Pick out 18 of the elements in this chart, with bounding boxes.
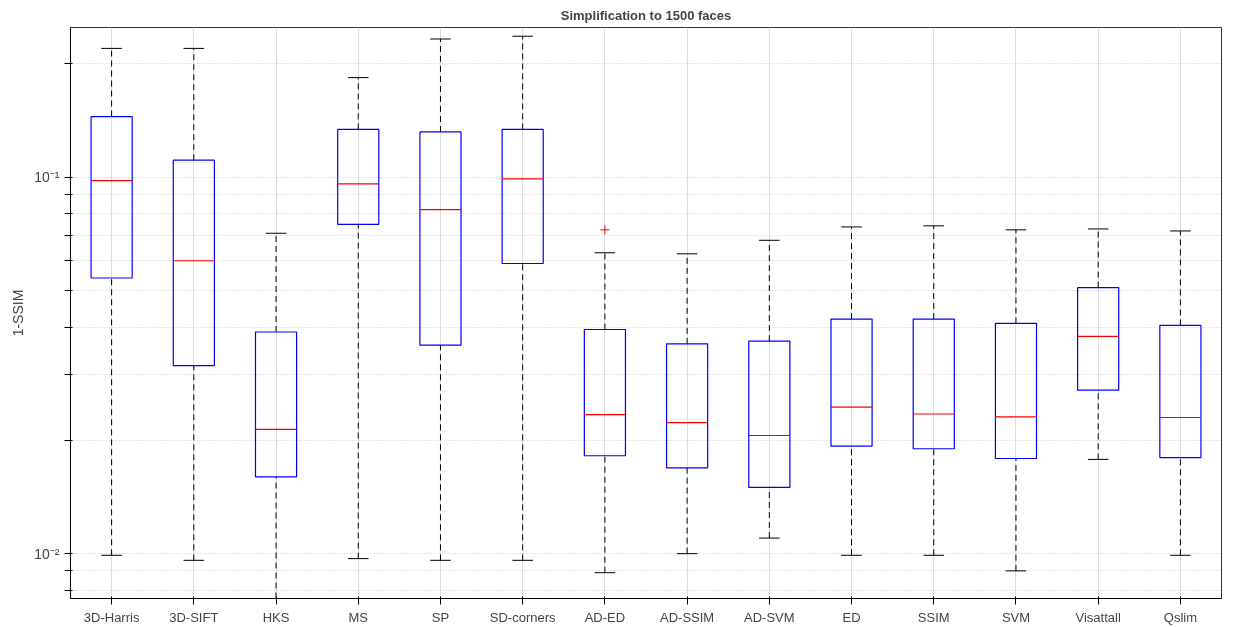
x-tick-label: SP bbox=[431, 609, 450, 625]
x-tick-label: SVM bbox=[1001, 609, 1031, 625]
x-tick-label: SSIM bbox=[917, 609, 950, 625]
x-tick-label: AD-SSIM bbox=[660, 609, 715, 625]
x-tick-label: AD-ED bbox=[584, 609, 626, 625]
x-tick-label: MS bbox=[348, 609, 369, 625]
chart-title: Simplification to 1500 faces bbox=[560, 7, 732, 23]
y-tick-label: 10⁻² bbox=[34, 545, 60, 562]
x-tick-label: 3D-Harris bbox=[83, 609, 140, 625]
y-axis-title: 1-SSIM bbox=[10, 289, 27, 337]
x-tick-label: HKS bbox=[262, 609, 290, 625]
x-tick-label: AD-SVM bbox=[744, 609, 795, 625]
x-tick-label: 3D-SIFT bbox=[169, 609, 219, 625]
x-tick-label: ED bbox=[842, 609, 861, 625]
x-tick-label: SD-corners bbox=[489, 609, 557, 625]
x-tick-label: Visattall bbox=[1075, 609, 1121, 625]
y-tick-label: 10⁻¹ bbox=[34, 169, 60, 186]
x-tick-label: Qslim bbox=[1163, 609, 1197, 625]
